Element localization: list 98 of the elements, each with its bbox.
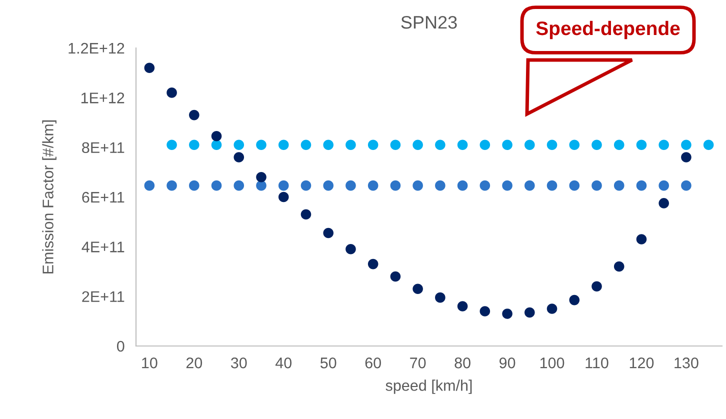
point bbox=[658, 140, 669, 150]
point bbox=[636, 180, 647, 191]
point bbox=[480, 140, 490, 150]
point bbox=[211, 180, 222, 191]
point bbox=[524, 307, 535, 318]
point bbox=[480, 180, 490, 191]
chart-title: SPN23 bbox=[401, 16, 457, 29]
point bbox=[569, 294, 580, 306]
point bbox=[278, 192, 289, 202]
y-tick-label: 0 bbox=[116, 340, 124, 352]
point bbox=[144, 180, 155, 191]
point bbox=[346, 244, 356, 254]
x-tick-label: 130 bbox=[674, 358, 698, 368]
x-tick-label: 90 bbox=[500, 358, 516, 368]
point bbox=[457, 140, 468, 150]
point bbox=[658, 198, 669, 208]
point bbox=[435, 292, 446, 303]
x-tick-label: 50 bbox=[320, 358, 336, 368]
point bbox=[346, 180, 356, 191]
point bbox=[592, 140, 602, 150]
y-tick-label: 2E+11 bbox=[82, 291, 124, 302]
point bbox=[234, 140, 244, 150]
x-tick-label: 40 bbox=[275, 358, 292, 368]
point bbox=[546, 304, 558, 314]
point bbox=[368, 140, 378, 150]
point bbox=[435, 140, 446, 150]
point bbox=[480, 306, 490, 316]
point bbox=[278, 180, 289, 191]
point bbox=[457, 180, 468, 191]
point bbox=[524, 140, 535, 150]
point bbox=[189, 110, 200, 120]
point bbox=[300, 209, 312, 220]
point bbox=[614, 180, 624, 191]
point bbox=[592, 180, 602, 191]
y-tick-label: 1.2E+12 bbox=[68, 42, 124, 54]
point bbox=[278, 140, 289, 150]
y-tick-label: 8E+11 bbox=[82, 142, 124, 154]
point bbox=[390, 180, 401, 191]
point bbox=[592, 281, 602, 292]
point bbox=[211, 131, 222, 142]
x-tick-label: 70 bbox=[410, 358, 426, 368]
x-tick-label: 10 bbox=[142, 358, 158, 368]
point bbox=[614, 261, 624, 272]
point bbox=[256, 140, 266, 150]
point bbox=[658, 180, 669, 191]
point bbox=[368, 258, 378, 270]
point bbox=[323, 140, 334, 150]
point bbox=[211, 140, 222, 150]
x-tick-label: 110 bbox=[586, 358, 608, 368]
point bbox=[166, 140, 177, 150]
point bbox=[546, 180, 558, 191]
point bbox=[256, 172, 266, 182]
point bbox=[502, 308, 512, 319]
point bbox=[569, 140, 580, 150]
point bbox=[390, 140, 401, 150]
x-axis-title: speed [km/h] bbox=[386, 380, 472, 394]
point bbox=[614, 140, 624, 150]
x-tick-label: 20 bbox=[186, 358, 202, 368]
point bbox=[323, 228, 334, 238]
point bbox=[300, 140, 312, 150]
point bbox=[144, 62, 155, 74]
x-tick-label: 120 bbox=[630, 358, 654, 368]
point bbox=[435, 180, 446, 191]
point bbox=[412, 180, 423, 191]
point bbox=[189, 180, 200, 191]
point bbox=[502, 180, 512, 191]
y-tick-label: 1E+12 bbox=[81, 92, 124, 104]
point bbox=[703, 140, 714, 150]
x-tick-label: 100 bbox=[540, 358, 564, 368]
point bbox=[524, 180, 535, 191]
point bbox=[323, 180, 334, 191]
point bbox=[457, 301, 468, 312]
point bbox=[300, 180, 312, 191]
point bbox=[234, 180, 244, 191]
point bbox=[166, 88, 177, 98]
x-tick-label: 60 bbox=[365, 358, 381, 368]
point bbox=[234, 152, 244, 162]
point bbox=[546, 140, 558, 150]
x-tick-label: 80 bbox=[454, 358, 470, 368]
point bbox=[368, 180, 378, 191]
point bbox=[502, 140, 512, 150]
point bbox=[681, 140, 692, 150]
text: Speed-depende bbox=[536, 20, 680, 40]
point bbox=[390, 271, 401, 282]
point bbox=[681, 152, 692, 162]
point bbox=[412, 140, 423, 150]
point bbox=[166, 180, 177, 191]
x-tick-label: 30 bbox=[230, 358, 247, 368]
y-tick-label: 4E+11 bbox=[82, 242, 124, 252]
point bbox=[189, 140, 200, 150]
point bbox=[636, 234, 647, 244]
y-tick-label: 6E+11 bbox=[82, 192, 124, 203]
point bbox=[346, 140, 356, 150]
point bbox=[681, 180, 692, 191]
point bbox=[569, 180, 580, 191]
point bbox=[636, 140, 647, 150]
y-axis-title: Emission Factor [#/km] bbox=[42, 120, 56, 274]
point bbox=[412, 284, 423, 294]
